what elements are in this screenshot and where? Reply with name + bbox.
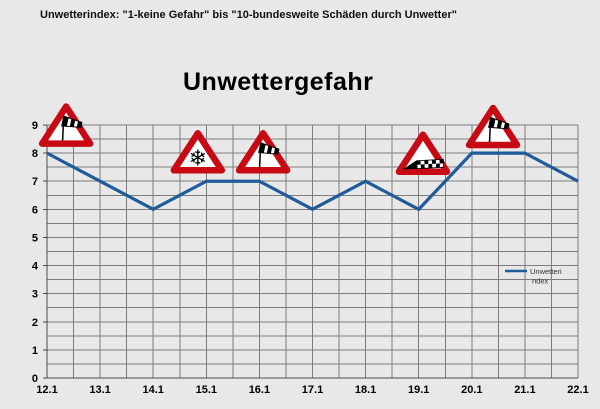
svg-text:❄: ❄ (189, 145, 207, 170)
y-tick-label: 0 (32, 373, 38, 385)
index-line-series (46, 151, 579, 212)
snow-sign-icon: ❄ (170, 130, 226, 174)
legend: Unwetterindex (505, 267, 562, 286)
x-axis-labels: 12.1 13.1 14.1 15.1 16.1 17.1 18.1 19.1 20.1 21.1… (36, 384, 588, 396)
x-tick-label: 19.1 (408, 384, 429, 396)
warning-triangle (170, 130, 226, 174)
x-tick-label: 20.1 (461, 384, 482, 396)
x-tick-label: 12.1 (36, 384, 57, 396)
y-tick-label: 6 (32, 204, 38, 216)
x-tick-label: 16.1 (249, 384, 270, 396)
y-tick-label: 3 (32, 289, 38, 301)
y-tick-label: 8 (32, 148, 38, 160)
y-tick-label: 9 (32, 120, 38, 132)
x-tick-label: 18.1 (355, 384, 376, 396)
y-tick-label: 1 (32, 345, 38, 357)
x-tick-label: 22.1 (567, 384, 588, 396)
y-tick-label: 7 (32, 176, 38, 188)
chart-title: Unwettergefahr (183, 68, 374, 96)
y-tick-label: 5 (32, 232, 38, 244)
axes (43, 124, 578, 379)
x-tick-label: 17.1 (302, 384, 323, 396)
y-axis-labels: 0 1 2 3 4 5 6 7 8 9 (32, 120, 39, 385)
snowdrift-sign-icon (395, 131, 451, 175)
y-tick-label: 2 (32, 317, 38, 329)
gridlines (46, 124, 579, 378)
x-tick-label: 14.1 (142, 384, 163, 396)
x-tick-label: 15.1 (196, 384, 217, 396)
index-scale-note: Unwetterindex: "1-keine Gefahr" bis "10-… (40, 9, 457, 21)
crosswind-sign-icon (465, 104, 521, 149)
crosswind-sign-icon (235, 130, 291, 174)
x-tick-label: 13.1 (89, 384, 110, 396)
x-tick-label: 21.1 (514, 384, 535, 396)
legend-label: Unwetteri (530, 267, 562, 276)
y-tick-label: 4 (32, 261, 39, 273)
crosswind-sign-icon (38, 103, 94, 147)
legend-label: ndex (532, 277, 549, 286)
